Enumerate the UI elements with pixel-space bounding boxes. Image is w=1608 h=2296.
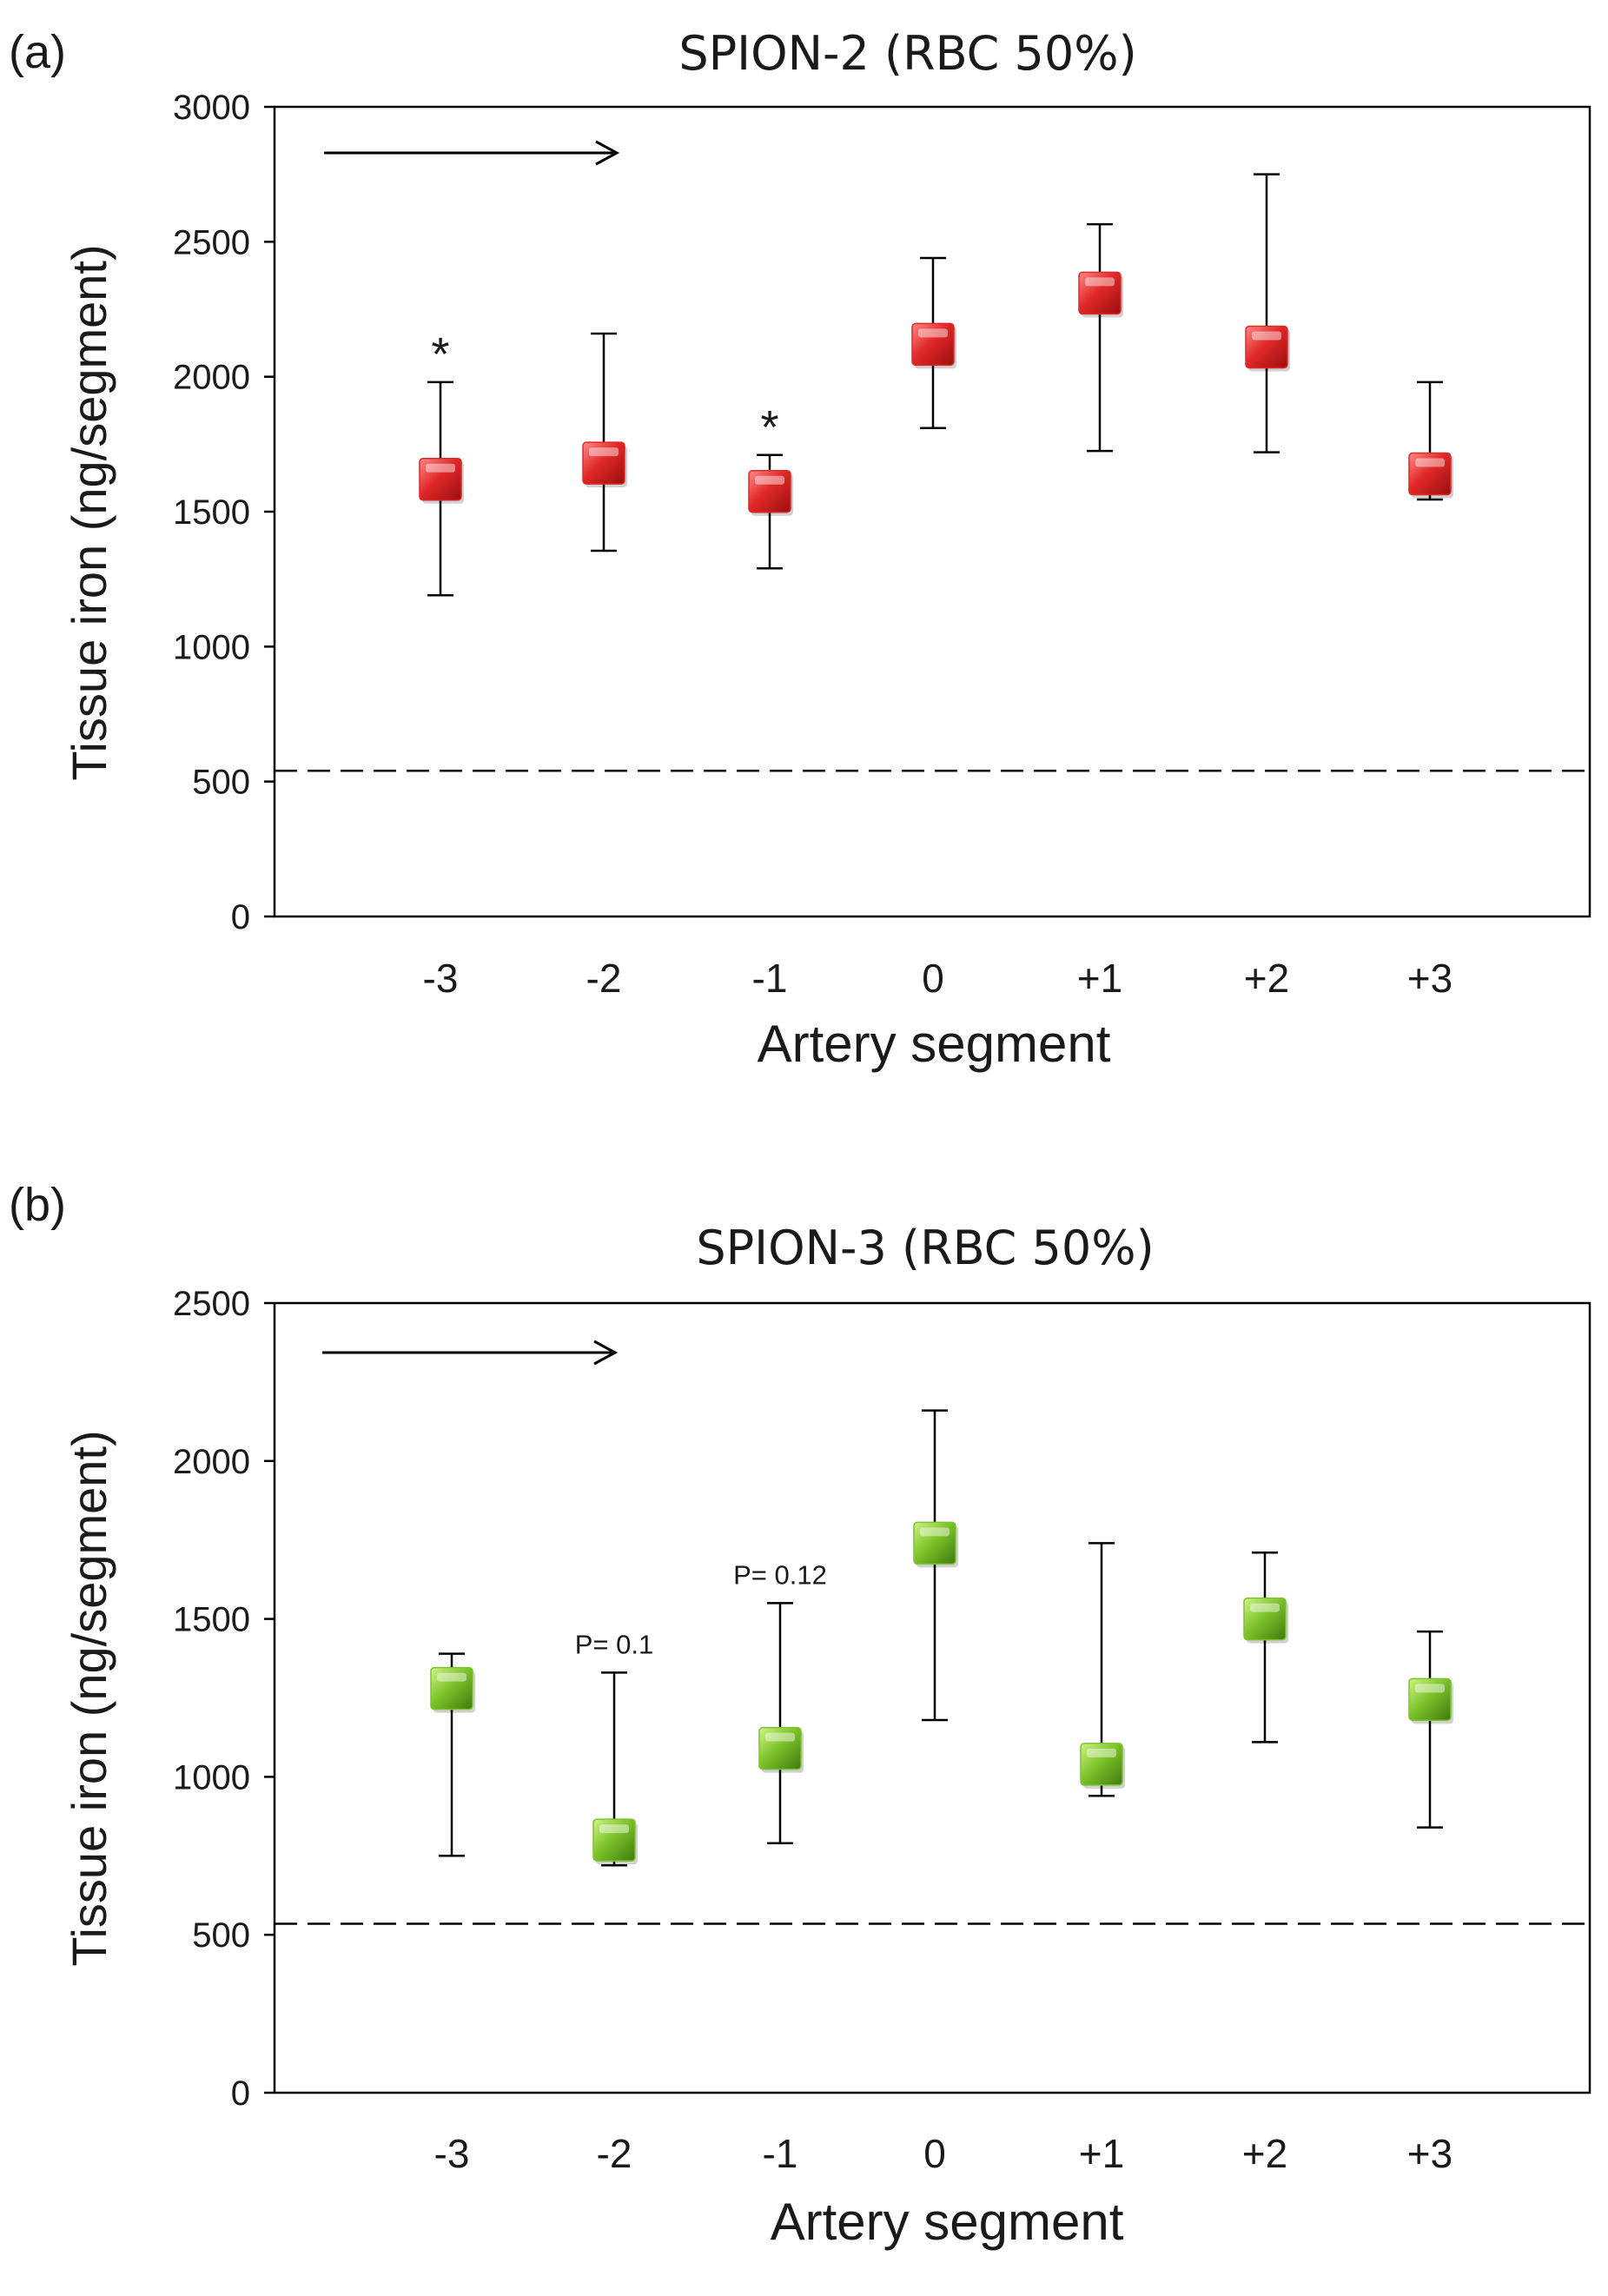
data-point-b-6 [1408, 1677, 1453, 1724]
series-a [419, 173, 1453, 597]
data-point-a-5 [1245, 325, 1290, 372]
y-axis-label-a: Tissue iron (ng/segment) [62, 244, 116, 780]
y-tick-label-a-5: 2500 [173, 223, 250, 261]
panel-b: (b) SPION-3 (RBC 50%) 0 500 1000 1500 2000 25… [9, 1179, 1591, 2251]
data-point-a-0 [419, 457, 464, 504]
data-point-a-3 [911, 322, 956, 369]
x-tick-label-a-1: -2 [586, 956, 622, 1001]
data-point-b-2 [758, 1726, 804, 1773]
x-tick-label-b-4: +1 [1079, 2131, 1124, 2176]
error-bar-b-3 [922, 1409, 948, 1722]
x-axis-b: -3 -2 -1 0 +1 +2 +3 [434, 2131, 1453, 2176]
x-tick-label-a-3: 0 [922, 956, 944, 1001]
significance-star-a-0: * [431, 328, 449, 380]
error-bar-b-5 [1252, 1551, 1278, 1744]
p-value-label-b-0: P= 0.1 [575, 1629, 654, 1659]
y-tick-label-b-5: 2500 [173, 1285, 250, 1323]
y-tick-label-b-0: 0 [231, 2074, 250, 2113]
x-tick-label-b-5: +2 [1242, 2131, 1287, 2176]
data-point-a-6 [1408, 452, 1453, 499]
x-tick-label-b-0: -3 [434, 2131, 470, 2176]
data-point-b-4 [1080, 1743, 1125, 1789]
x-tick-label-b-1: -2 [597, 2131, 632, 2176]
error-bar-a-4 [1087, 222, 1113, 453]
data-point-b-5 [1243, 1597, 1288, 1644]
x-tick-label-a-2: -1 [752, 956, 788, 1001]
y-tick-label-a-2: 1000 [173, 628, 250, 666]
y-tick-label-b-3: 1500 [173, 1601, 250, 1639]
plot-area-a [273, 105, 1591, 918]
x-tick-label-b-6: +3 [1407, 2131, 1452, 2176]
y-tick-label-b-2: 1000 [173, 1758, 250, 1796]
y-tick-label-b-1: 500 [192, 1916, 250, 1955]
series-b [430, 1409, 1453, 1867]
x-tick-label-b-3: 0 [923, 2131, 946, 2176]
data-point-b-3 [913, 1521, 958, 1568]
x-axis-a: -3 -2 -1 0 +1 +2 +3 [423, 956, 1453, 1001]
x-tick-label-b-2: -1 [763, 2131, 798, 2176]
chart-title-a: SPION-2 (RBC 50%) [678, 26, 1136, 81]
error-bar-b-2 [767, 1602, 793, 1845]
y-axis-b: 0 500 1000 1500 2000 2500 [173, 1285, 275, 2113]
flow-arrow-a [324, 140, 620, 166]
data-point-a-1 [582, 441, 627, 488]
annotations-a: ** [431, 328, 778, 453]
x-tick-label-a-0: -3 [423, 956, 459, 1001]
x-tick-label-a-5: +2 [1244, 956, 1289, 1001]
error-bar-b-6 [1417, 1630, 1443, 1829]
x-tick-label-a-6: +3 [1407, 956, 1452, 1001]
y-tick-label-a-3: 1500 [173, 493, 250, 532]
y-tick-label-b-4: 2000 [173, 1443, 250, 1481]
data-point-b-0 [430, 1666, 475, 1713]
x-axis-label-b: Artery segment [771, 2193, 1124, 2251]
flow-arrow-b [322, 1340, 619, 1366]
data-point-a-4 [1078, 271, 1123, 318]
y-tick-label-a-1: 500 [192, 764, 250, 802]
x-axis-label-a: Artery segment [758, 1015, 1111, 1073]
p-value-label-b-1: P= 0.12 [733, 1559, 827, 1590]
plot-area-b [273, 1301, 1591, 2094]
annotations-b: P= 0.1 P= 0.12 [575, 1559, 827, 1659]
y-tick-label-a-6: 3000 [173, 89, 250, 127]
y-axis-label-b: Tissue iron (ng/segment) [62, 1430, 116, 1966]
panel-label-b: (b) [9, 1179, 66, 1231]
panel-label-a: (a) [9, 26, 66, 78]
chart-title-b: SPION-3 (RBC 50%) [696, 1221, 1154, 1275]
data-point-b-1 [592, 1818, 638, 1865]
y-tick-label-a-4: 2000 [173, 359, 250, 397]
y-axis-a: 0 500 1000 1500 2000 2500 3000 [173, 89, 275, 936]
x-tick-label-a-4: +1 [1077, 956, 1122, 1001]
error-bar-a-5 [1254, 173, 1280, 453]
y-tick-label-a-0: 0 [231, 898, 250, 936]
data-point-a-2 [748, 469, 793, 516]
panel-a: (a) SPION-2 (RBC 50%) 0 500 1000 1500 2000 25… [9, 26, 1591, 1073]
significance-star-a-1: * [760, 401, 778, 453]
